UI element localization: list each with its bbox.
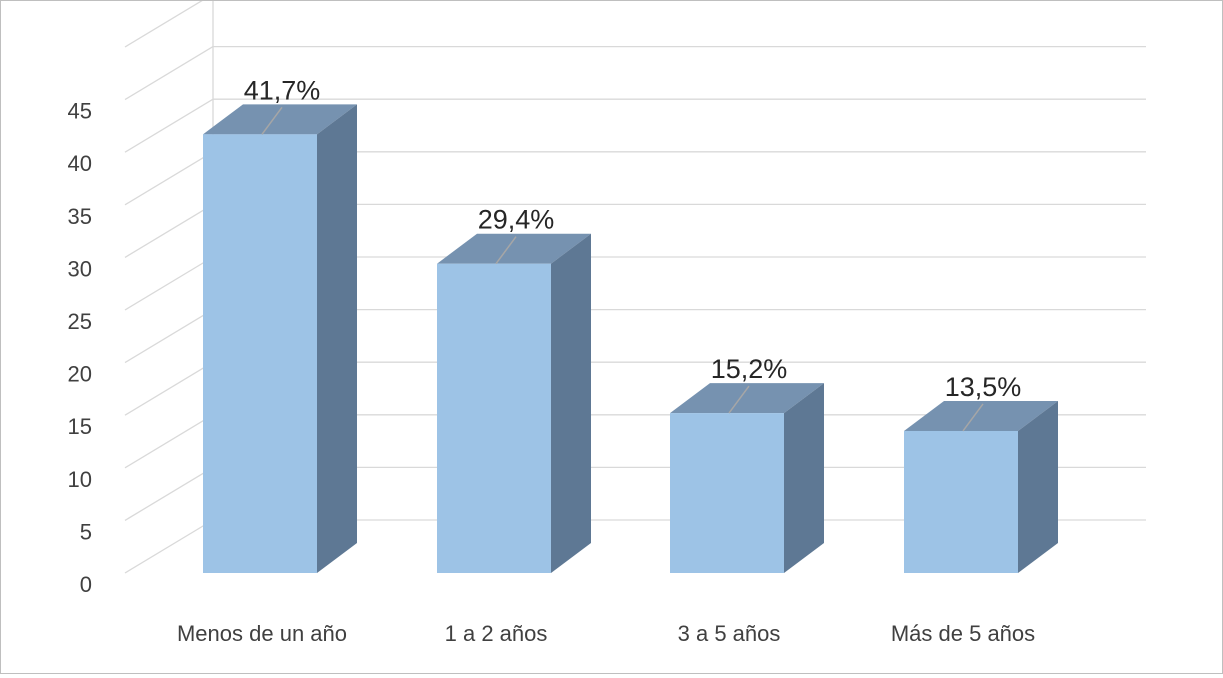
gridline-diagonal	[124, 0, 205, 48]
bar-front	[670, 413, 784, 573]
y-tick-label: 15	[68, 414, 92, 439]
y-axis: 0 5 10 15 20 25 30 35 40 45	[68, 99, 92, 597]
gridline-diagonal	[124, 203, 214, 258]
y-tick-label: 40	[68, 151, 92, 176]
x-tick-label: 1 a 2 años	[445, 621, 548, 646]
bar-side	[551, 233, 591, 573]
bar-side	[784, 383, 824, 573]
x-tick-label: 3 a 5 años	[678, 621, 781, 646]
gridline-diagonal	[124, 256, 214, 311]
bar-top	[670, 383, 824, 414]
bar-side	[317, 104, 357, 573]
data-label: 13,5%	[945, 372, 1022, 402]
bar	[437, 233, 591, 573]
leader-line	[962, 403, 984, 432]
bar-front	[904, 430, 1018, 573]
bar-top	[203, 104, 357, 135]
bar-side	[1018, 400, 1058, 573]
gridline-diagonal	[124, 414, 214, 469]
gridline-diagonal	[124, 46, 214, 101]
bar	[670, 383, 824, 573]
bar-top	[904, 400, 1058, 431]
gridline-diagonal	[124, 361, 214, 416]
x-axis: Menos de un año 1 a 2 años 3 a 5 años Más d…	[177, 621, 1035, 646]
leader-line	[495, 236, 517, 265]
gridline-diagonal	[124, 466, 214, 521]
y-tick-label: 0	[80, 572, 92, 597]
data-label: 41,7%	[244, 75, 321, 105]
gridline-diagonal	[124, 98, 214, 153]
y-tick-label: 25	[68, 309, 92, 334]
leader-line	[261, 106, 283, 135]
gridline-diagonal	[124, 309, 214, 364]
gridline-diagonal	[124, 151, 214, 206]
x-tick-label: Menos de un año	[177, 621, 347, 646]
y-tick-label: 35	[68, 204, 92, 229]
gridline-diagonal	[124, 519, 214, 574]
y-tick-label: 10	[68, 467, 92, 492]
data-label: 29,4%	[478, 205, 555, 235]
y-tick-label: 5	[80, 519, 92, 544]
bars	[203, 104, 1058, 574]
y-tick-label: 20	[68, 362, 92, 387]
leader-line	[728, 385, 750, 414]
y-tick-label: 45	[68, 99, 92, 124]
x-tick-label: Más de 5 años	[891, 621, 1035, 646]
bar-top	[437, 233, 591, 264]
bar-front	[437, 263, 551, 573]
y-tick-label: 30	[68, 256, 92, 281]
bar-front	[203, 134, 317, 574]
data-label: 15,2%	[711, 354, 788, 384]
bar	[203, 104, 357, 574]
bar	[904, 400, 1058, 573]
data-labels: 41,7% 29,4% 15,2% 13,5%	[244, 75, 1022, 432]
